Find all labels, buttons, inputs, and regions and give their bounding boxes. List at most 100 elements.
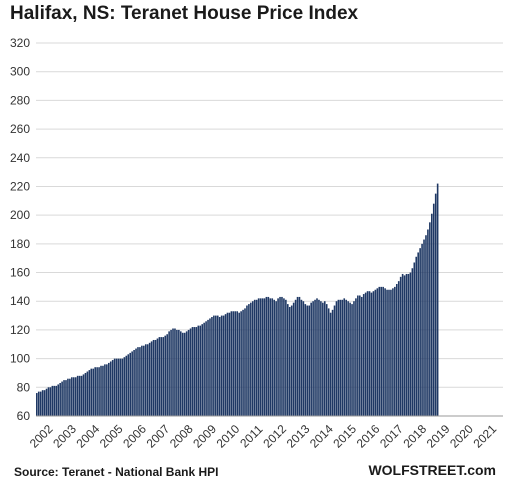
chart-title: Halifax, NS: Teranet House Price Index [10, 3, 359, 24]
bar [351, 304, 353, 416]
bar [127, 354, 130, 416]
bar [409, 272, 412, 416]
bar [304, 304, 307, 416]
bar [228, 312, 231, 416]
bar [436, 183, 439, 416]
bar [88, 370, 91, 416]
bar [429, 222, 431, 416]
bar [96, 367, 98, 416]
bar [74, 377, 77, 416]
bar [144, 344, 147, 416]
bar [405, 273, 408, 416]
bar [333, 305, 336, 416]
bar [43, 390, 46, 416]
bar [203, 322, 205, 416]
bar [302, 301, 305, 416]
y-tick-label: 140 [10, 294, 30, 308]
bar [296, 296, 299, 416]
bar [314, 299, 316, 416]
bar [368, 291, 371, 416]
bar [244, 308, 246, 416]
bar [65, 380, 67, 416]
bar [273, 299, 275, 416]
x-tick-label: 2012 [260, 422, 289, 451]
y-tick-label: 60 [17, 409, 31, 423]
bar [238, 312, 240, 416]
bar [255, 299, 258, 416]
bar [191, 327, 194, 416]
bar [349, 302, 351, 416]
bar [215, 315, 217, 416]
bar [257, 298, 260, 416]
bar [353, 301, 355, 416]
y-tick-label: 300 [10, 65, 30, 79]
y-tick-label: 280 [10, 93, 30, 107]
bar [139, 347, 141, 416]
bar [104, 364, 106, 416]
bar [179, 331, 182, 416]
bar [366, 291, 369, 416]
bar [337, 299, 340, 416]
bar [80, 375, 83, 416]
bar [362, 294, 365, 416]
bar [251, 301, 254, 416]
bar [300, 299, 303, 416]
bar [316, 298, 318, 416]
bar [343, 298, 346, 416]
x-tick-label: 2008 [167, 422, 196, 451]
bar [250, 302, 252, 416]
bar [419, 248, 421, 416]
bar [287, 304, 289, 416]
bar [156, 338, 159, 416]
y-tick-label: 200 [10, 208, 30, 222]
bar [395, 284, 398, 416]
bar [222, 315, 225, 416]
bar [98, 367, 100, 416]
y-tick-label: 240 [10, 151, 30, 165]
x-tick-label: 2007 [144, 422, 173, 451]
bar [386, 289, 388, 416]
bar [205, 321, 207, 416]
bar [434, 193, 437, 416]
bar [322, 302, 324, 416]
bar [123, 357, 126, 416]
bar [390, 289, 392, 416]
bar [39, 391, 42, 416]
bar [331, 309, 334, 416]
bar [359, 295, 361, 416]
bars [36, 183, 439, 416]
bar [113, 358, 116, 416]
source-note: Source: Teranet - National Bank HPI [14, 465, 219, 479]
bar [253, 299, 256, 416]
x-tick-label: 2002 [27, 422, 56, 451]
y-tick-label: 160 [10, 266, 30, 280]
y-tick-label: 260 [10, 122, 30, 136]
bar [277, 298, 279, 416]
bar [283, 298, 285, 416]
bar [67, 378, 69, 416]
bar [76, 375, 79, 416]
bar [86, 371, 89, 416]
bar [78, 375, 81, 416]
bar [279, 296, 281, 416]
bar [193, 327, 196, 416]
x-tick-label: 2005 [97, 422, 126, 451]
bar [195, 327, 198, 416]
bar [51, 385, 54, 416]
bar [246, 305, 248, 416]
bar [378, 286, 381, 416]
bar [413, 262, 416, 416]
x-tick-label: 2011 [237, 422, 265, 450]
bar [392, 288, 394, 416]
bar [109, 361, 112, 416]
bar [197, 325, 200, 416]
bar [71, 377, 73, 416]
y-tick-label: 220 [10, 179, 30, 193]
x-tick-label: 2020 [447, 422, 476, 451]
bar [312, 301, 314, 416]
bar [421, 243, 423, 416]
bar [148, 342, 151, 416]
bar [265, 296, 268, 416]
bar [119, 358, 122, 416]
bar [425, 235, 427, 416]
